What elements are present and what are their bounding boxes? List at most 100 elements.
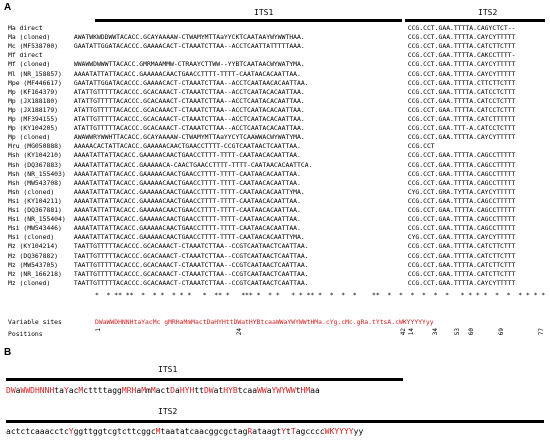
its1-sequence: AAAAACACTATTACACC.GAAAAACAACTGAACCTTTT-C… <box>73 142 301 151</box>
b-its2-sequence: actctcaaacctcYggttggtcgtcttcggcMtaatatca… <box>6 427 363 436</box>
sample-name: Mpe (MF446617) <box>8 78 62 87</box>
its2-sequence: CCG.CCT.GAA.TTTTA.CAGCCTTTTT <box>407 206 516 214</box>
alignment-row: Mp (MF394155) ATATTGTTTTTACACCC.GCACAAAC… <box>8 115 550 124</box>
alignment-row: Mz (DQ367882) TAATTGTTTTTACACCC.GCACAAAC… <box>8 252 550 261</box>
its1-sequence: AAAATATTATTACACC.GAAAAACAACTGAACCTTTT-TT… <box>73 187 305 196</box>
sample-name: Msh (KY104210) <box>8 151 62 160</box>
its2-sequence: CCG.CCT.GAA.TTTTA.CATCTTCTTT <box>407 260 516 269</box>
alignment-row: Ml (NR_158857) AAAATATTATTACACC.GAAAAACA… <box>8 70 550 79</box>
its1-bar <box>95 19 402 22</box>
its2-sequence: CCG.CCT.GAA.TTTTA.CTTCTTCTTT <box>407 78 516 87</box>
its2-title: ITS2 <box>478 8 498 17</box>
its2-sequence: CCG.CCT.GAA.TTTTA.CAYCYTTTTT <box>407 69 516 78</box>
alignment-row: Mz (KY104214) TAATTGTTTTTACACCC.GCACAAAC… <box>8 242 550 251</box>
alignment-row: Msh (DQ367883) AAAATATTATTACACC.GAAAAACA… <box>8 161 550 170</box>
sample-name: Mp (JX188180) <box>8 96 59 105</box>
its2-sequence: CCG.CCT.GAA.TTT-A.CATCCTCTTT <box>407 124 516 133</box>
its2-sequence: CCG.CCT.GAA.TTTTA.CAYCYTTTTT <box>407 33 516 42</box>
alignment-row: Mf (cloned) WWAWWDWWWTTACACC.GMRMAAMMW-C… <box>8 60 550 69</box>
alignment-row: Msh (KY104210) AAAATATTATTACACC.GAAAAACA… <box>8 151 550 160</box>
its1-sequence: TAATTGTTTTTACACCC.GCACAAACT-CTAAATCTTAA-… <box>73 269 309 278</box>
its1-sequence: TAATTGTTTTTACACCC.GCACAAACT-CTAAATCTTAA-… <box>73 242 309 251</box>
b-its2-title: ITS2 <box>158 407 178 416</box>
its1-sequence: AWATWKWDDWWTACACC.GCAYAAAAW-CTWAMYMTTAaY… <box>73 33 305 42</box>
its1-sequence: AAAATATTATTACACC.GAAAAACAACTGAACCTTTT-TT… <box>73 178 301 187</box>
sample-name: Msh (cloned) <box>8 187 55 196</box>
its2-sequence: CCG.CCT.GAA.TTTTA.CAGYCTCT-- <box>407 24 516 32</box>
sample-name: Mp (KY104205) <box>8 124 59 133</box>
alignment-row: Mz (NR_166218) TAATTGTTTTTACACCC.GCACAAA… <box>8 270 550 279</box>
alignment-row: Mp (KY104205) ATATTGTTTTTACACCC.GCACAAAC… <box>8 124 550 133</box>
sample-name: Mp (KF164379) <box>8 87 59 96</box>
alignment-row: Msh (MW543708) AAAATATTATTACACC.GAAAAACA… <box>8 179 550 188</box>
its2-sequence: CCG.CCT.GAA.TTTTA.CATCCTCTTT <box>407 87 516 96</box>
its1-sequence: AAAATATTATTACACC.GAAAAACAACTGAACCTTTT-TT… <box>73 169 301 178</box>
sample-name: Mz (cloned) <box>8 278 51 287</box>
b-its1-title: ITS1 <box>158 365 178 374</box>
sample-name: Mc (MF538700) <box>8 42 59 51</box>
its2-sequence: CCG.CCT.GAA.TTTTA.CAGCCTTTTT <box>407 178 516 187</box>
sample-name: Mz (DQ367882) <box>8 251 59 260</box>
b-its1-seq-text: DWaWWDHNNHtaYacMcttttaggMRHaMmMactDaHYHt… <box>6 386 320 395</box>
its1-sequence: ATATTGTTTTTACACCC.GCACAAACT-CTAAATCTTAA-… <box>73 124 305 133</box>
its1-sequence: TAATTGTTTTTACACCC.GCACAAACT-CTAAATCTTAA-… <box>73 251 309 260</box>
alignment-row: Mf direct CCG.CCT.GAA.TTTTA.CAKCCTTTT- <box>8 51 550 60</box>
alignment-row: Mru (MG050888) AAAAACACTATTACACC.GAAAAAC… <box>8 142 550 151</box>
b-its2-bar <box>6 420 544 423</box>
its1-sequence: ATATTGTTTTTACACCC.GCACAAACT-CTAAATCTTAA-… <box>73 105 305 114</box>
its1-sequence: AAAATATTATTACACC.GAAAAACAACTGAACCTTTT-TT… <box>73 206 301 214</box>
its2-sequence: CCG.CCT.GAA.TTTTA.CAYCYTTTTT <box>407 60 516 69</box>
its1-sequence: ATATTGTTTTTACACCC.GCACAAACT-CTAAATCTTAA-… <box>73 115 305 123</box>
its2-sequence: CCG.CCT.GAA.TTTTA.CAGCCTTTTT <box>407 196 516 205</box>
its2-sequence: CCG.CCT.GAA.TTTTA.CAYCYTTTTT <box>407 278 516 287</box>
its1-sequence: AAAATATTATTACACC.GAAAAACAACTGAACCTTTT-TT… <box>73 151 301 160</box>
sample-name: Mp (JX188179) <box>8 105 59 114</box>
alignment-row: Mz (cloned) TAATTGTTTTTACACCC.GCACAAACT-… <box>8 279 550 288</box>
its2-sequence: CCG.CCT <box>407 142 435 151</box>
alignment-row: Msi (DQ367881) AAAATATTATTACACC.GAAAAACA… <box>8 206 550 215</box>
sample-name: Mz (NR_166218) <box>8 269 62 278</box>
position-tick: 42 <box>400 328 407 336</box>
its1-sequence: WWAWWDWWWTTACACC.GMRMAAMMW-CTRAAYCTTWW--… <box>73 60 305 69</box>
position-tick: 53 <box>454 328 461 336</box>
sample-name: Ml (NR_158857) <box>8 69 62 78</box>
sample-name: Msi (cloned) <box>8 233 55 242</box>
sample-name: Mp (MF394155) <box>8 115 59 123</box>
sample-name: Msi (DQ367881) <box>8 206 62 214</box>
alignment-row: Msi (KY104211) AAAATATTATTACACC.GAAAAACA… <box>8 197 550 206</box>
sample-name: Msh (NR_155403) <box>8 169 66 178</box>
sample-name: Msi (KY104211) <box>8 196 62 205</box>
its2-sequence: CCG.CCT.GAA.TTTTA.CAGCCTTTTT <box>407 160 516 169</box>
sample-name: Mz (MW543705) <box>8 260 59 269</box>
its1-sequence: AAAATATTATTACACC.GAAAAACAACTGAACCTTTT-TT… <box>73 69 301 78</box>
its1-sequence: AWAWWRYWWHTTACACC.GCAYAAAAW-CTWAMYMTTAaY… <box>73 133 305 142</box>
sample-name: Msh (DQ367883) <box>8 160 62 169</box>
sample-name: Mf (cloned) <box>8 60 51 69</box>
its2-sequence: CCG.CCT.GAA.TTTTA.CATCCTCTTT <box>407 96 516 105</box>
alignment-row: Ma direct CCG.CCT.GAA.TTTTA.CAGYCTCT-- <box>8 24 550 33</box>
its2-sequence: CCG.CCT.GAA.TTTTA.CAYCYTTTTT <box>407 133 516 142</box>
variable-sites-label: Variable sites <box>8 318 62 326</box>
sample-name: Mz (KY104214) <box>8 242 59 251</box>
position-tick: 34 <box>432 328 439 336</box>
its1-sequence: TAATTGTTTTTACACCC.GCACAAACT-CTAAATCTTAA-… <box>73 260 309 269</box>
panel-a-label: A <box>4 2 12 13</box>
alignment-row: Mp (JX188180) ATATTGTTTTTACACCC.GCACAAAC… <box>8 97 550 106</box>
sample-name: Mp (cloned) <box>8 133 51 142</box>
its1-sequence: GAATATTGGATACACCC.GAAAACACT-CTAAATCTTAA-… <box>73 42 305 51</box>
sample-name: Mf direct <box>8 51 43 60</box>
its2-sequence: CCG.CCT.GAA.TTTTA.CAGCCTTTTT <box>407 169 516 178</box>
its2-sequence: CCG.CCT.GAA.TTTTA.CATCTTTTTT <box>407 115 516 123</box>
b-its1-bar <box>6 378 403 381</box>
b-its1-sequence: DWaWWDHNNHtaYacMcttttaggMRHaMmMactDaHYHt… <box>6 386 320 395</box>
b-its2-seq-text: actctcaaacctcYggttggtcgtcttcggcMtaatatca… <box>6 427 364 436</box>
alignment-row: Mz (MW543705) TAATTGTTTTTACACCC.GCACAAAC… <box>8 261 550 270</box>
sample-name: Msh (MW543708) <box>8 178 62 187</box>
its2-sequence: CCG.CCT.GAA.TTTTA.CATCTTCTTT <box>407 269 516 278</box>
its2-sequence: CCG.CCT.GAA.TTTTA.CAGCCTTTTT <box>407 215 516 224</box>
alignment-row: Mc (MF538700) GAATATTGGATACACCC.GAAAACAC… <box>8 42 550 51</box>
variable-sites-sequence: DWaWWDHNNHtaYacMc gMRHaMmMactDaHYHttDWat… <box>95 318 434 326</box>
position-tick: 69 <box>498 328 505 336</box>
alignment-row: Mpe (MF446617) GAATATTGGATACACCC.GAAAACA… <box>8 79 550 88</box>
position-tick: 24 <box>236 328 243 336</box>
